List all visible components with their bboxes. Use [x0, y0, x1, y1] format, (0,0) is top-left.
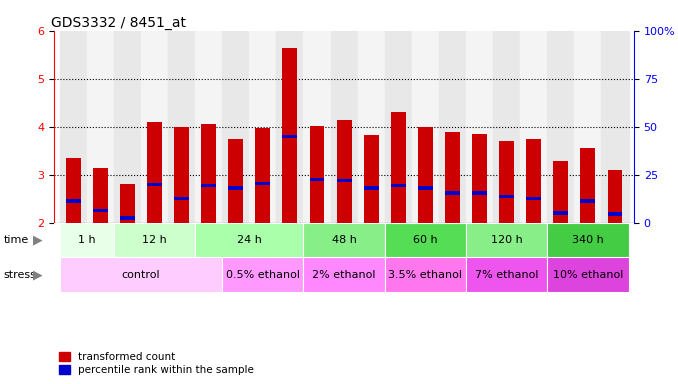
Bar: [66, 199, 81, 203]
Bar: [412, 31, 439, 223]
Text: ▶: ▶: [33, 233, 42, 247]
Text: 1 h: 1 h: [78, 235, 96, 245]
Bar: [466, 223, 547, 257]
Bar: [337, 179, 351, 182]
Bar: [331, 31, 357, 223]
Text: 24 h: 24 h: [237, 235, 262, 245]
Bar: [114, 31, 141, 223]
Bar: [310, 178, 325, 181]
Text: 3.5% ethanol: 3.5% ethanol: [388, 270, 462, 280]
Bar: [472, 191, 487, 195]
Bar: [520, 31, 547, 223]
Bar: [418, 127, 433, 223]
Bar: [499, 195, 514, 198]
Bar: [141, 31, 168, 223]
Bar: [304, 31, 331, 223]
Text: stress: stress: [3, 270, 36, 280]
Bar: [304, 223, 384, 257]
Bar: [337, 119, 351, 223]
Bar: [120, 216, 135, 220]
Bar: [228, 187, 243, 190]
Bar: [553, 212, 568, 215]
Bar: [60, 223, 114, 257]
Bar: [384, 257, 466, 292]
Bar: [607, 212, 622, 216]
Bar: [363, 187, 378, 190]
Bar: [499, 141, 514, 223]
Bar: [93, 167, 108, 223]
Bar: [283, 135, 298, 138]
Bar: [256, 128, 271, 223]
Bar: [195, 31, 222, 223]
Bar: [228, 139, 243, 223]
Bar: [526, 139, 541, 223]
Bar: [147, 183, 162, 186]
Bar: [445, 191, 460, 195]
Bar: [277, 31, 304, 223]
Bar: [222, 257, 304, 292]
Bar: [607, 170, 622, 223]
Bar: [472, 134, 487, 223]
Bar: [384, 31, 412, 223]
Bar: [601, 31, 629, 223]
Bar: [547, 223, 629, 257]
Bar: [310, 126, 325, 223]
Text: 10% ethanol: 10% ethanol: [553, 270, 623, 280]
Text: 7% ethanol: 7% ethanol: [475, 270, 538, 280]
Bar: [174, 197, 189, 200]
Bar: [201, 184, 216, 187]
Bar: [547, 31, 574, 223]
Text: GDS3332 / 8451_at: GDS3332 / 8451_at: [52, 16, 186, 30]
Bar: [114, 223, 195, 257]
Bar: [60, 31, 87, 223]
Bar: [384, 223, 466, 257]
Text: time: time: [3, 235, 28, 245]
Bar: [391, 184, 405, 187]
Text: 12 h: 12 h: [142, 235, 167, 245]
Bar: [493, 31, 520, 223]
Bar: [222, 31, 250, 223]
Bar: [250, 31, 277, 223]
Text: 48 h: 48 h: [332, 235, 357, 245]
Bar: [445, 131, 460, 223]
Bar: [66, 158, 81, 223]
Bar: [439, 31, 466, 223]
Bar: [553, 161, 568, 223]
Text: ▶: ▶: [33, 268, 42, 281]
Bar: [174, 127, 189, 223]
Bar: [391, 113, 405, 223]
Text: 120 h: 120 h: [491, 235, 523, 245]
Bar: [547, 257, 629, 292]
Bar: [168, 31, 195, 223]
Bar: [87, 31, 114, 223]
Bar: [574, 31, 601, 223]
Bar: [120, 184, 135, 223]
Text: control: control: [121, 270, 160, 280]
Bar: [147, 122, 162, 223]
Legend: transformed count, percentile rank within the sample: transformed count, percentile rank withi…: [60, 352, 254, 375]
Bar: [60, 257, 222, 292]
Text: 340 h: 340 h: [572, 235, 603, 245]
Bar: [195, 223, 304, 257]
Bar: [580, 199, 595, 203]
Bar: [466, 257, 547, 292]
Bar: [93, 209, 108, 212]
Bar: [363, 136, 378, 223]
Bar: [418, 187, 433, 190]
Bar: [526, 197, 541, 200]
Text: 0.5% ethanol: 0.5% ethanol: [226, 270, 300, 280]
Bar: [283, 48, 298, 223]
Bar: [580, 148, 595, 223]
Bar: [466, 31, 493, 223]
Bar: [304, 257, 384, 292]
Bar: [256, 182, 271, 185]
Bar: [357, 31, 384, 223]
Bar: [201, 124, 216, 223]
Text: 60 h: 60 h: [413, 235, 438, 245]
Text: 2% ethanol: 2% ethanol: [313, 270, 376, 280]
